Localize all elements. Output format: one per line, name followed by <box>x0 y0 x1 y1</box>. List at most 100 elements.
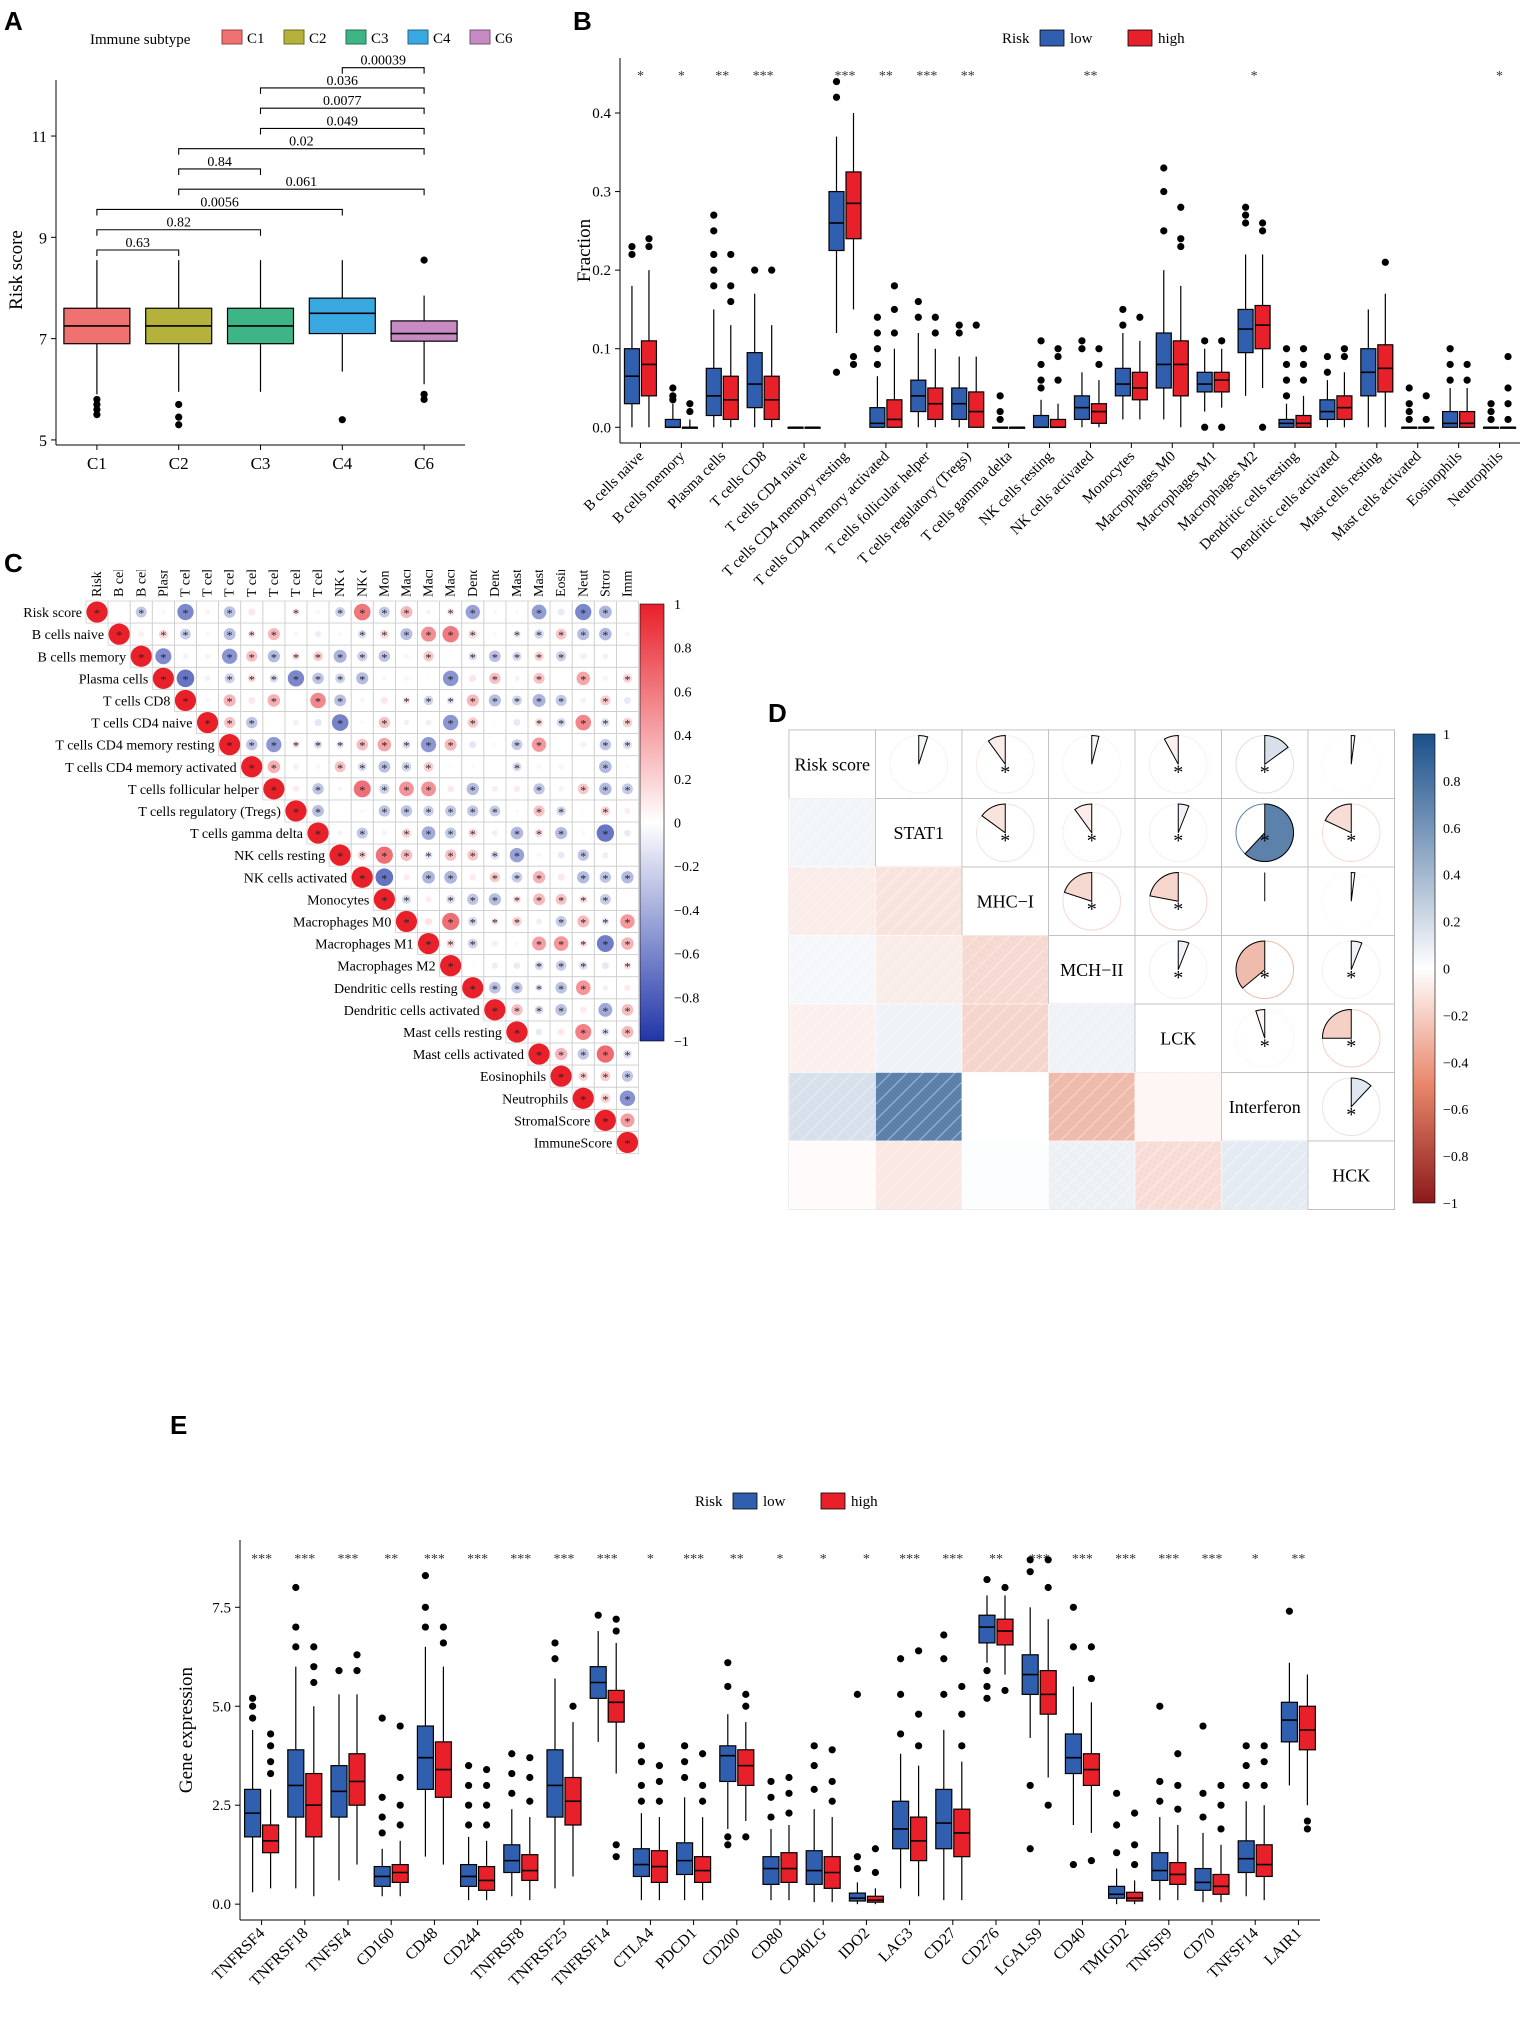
corr-circle <box>351 866 373 888</box>
box <box>503 1844 521 1874</box>
corr-cell: * <box>372 600 396 624</box>
hatch-line <box>1146 1072 1216 1142</box>
x-tick-label: IDO2 <box>835 1925 873 1963</box>
hatch-line <box>788 866 806 884</box>
significance-label: *** <box>1115 1552 1136 1567</box>
hatch-line <box>918 1029 963 1073</box>
outlier-point <box>1131 1860 1139 1869</box>
corr-circle <box>335 673 346 684</box>
corr-cell: * <box>505 998 529 1022</box>
corr-circle <box>182 653 189 659</box>
significance-mark: * <box>492 849 498 863</box>
corr-circle <box>176 669 195 688</box>
corr-cell <box>527 843 551 867</box>
corr-cell: * <box>571 600 595 624</box>
hatch-line <box>1221 1140 1254 1174</box>
pie-slice <box>918 734 929 765</box>
outlier-point <box>1131 1841 1139 1849</box>
corr-circle <box>263 778 285 800</box>
corr-circle <box>312 783 324 795</box>
box-TNFRSF14-high <box>607 1615 625 1861</box>
corr-cell <box>616 689 639 712</box>
corr-circle <box>444 849 457 861</box>
corr-cell: * <box>616 954 639 978</box>
hatch-line <box>973 1140 1043 1210</box>
row-label: Neutrophils <box>502 1092 568 1107</box>
box <box>460 1863 478 1887</box>
colorbar-tick: 1 <box>1443 728 1450 743</box>
corr-cell: * <box>549 644 573 668</box>
box-T cells follicular helper-high <box>927 313 944 428</box>
corr-cell: * <box>571 711 595 735</box>
outlier-point <box>396 1722 404 1730</box>
significance-mark: * <box>315 650 321 664</box>
box <box>675 1842 694 1876</box>
outlier-point <box>1242 1742 1250 1750</box>
hatch-line <box>1210 1129 1222 1142</box>
corr-cell <box>394 666 418 690</box>
outlier-point <box>940 1690 948 1698</box>
corr-circle <box>558 764 564 770</box>
comparison-bracket: 0.02 <box>178 135 425 155</box>
corr-circle <box>335 606 346 618</box>
outlier-point <box>637 1781 646 1790</box>
corr-cell: * <box>372 711 396 735</box>
panel-label-e: E <box>170 1410 188 1440</box>
box <box>722 375 739 421</box>
corr-circle <box>174 689 197 712</box>
corr-cell: * <box>571 865 595 889</box>
hatch-line <box>1037 1129 1049 1142</box>
corr-cell: * <box>549 821 573 845</box>
hatch-line <box>1134 1072 1200 1137</box>
corr-cell: * <box>372 843 396 867</box>
box <box>828 190 845 252</box>
corr-circle <box>378 716 390 729</box>
box-IDO2-low <box>848 1690 867 1905</box>
outlier-point <box>686 400 694 408</box>
corr-circle <box>424 851 433 860</box>
corr-cell: * <box>461 777 485 801</box>
x-tick-label: CD27 <box>921 1925 960 1964</box>
significance-mark: * <box>359 739 365 753</box>
corr-cell: * <box>593 600 617 624</box>
corr-cell: * <box>616 1020 639 1044</box>
significance-mark: * <box>514 628 520 642</box>
corr-cell: * <box>549 1042 573 1066</box>
outlier-point <box>767 1813 775 1821</box>
corr-cell: * <box>439 865 463 889</box>
corr-circle <box>531 737 547 752</box>
significance-mark: * <box>337 672 343 686</box>
box-LGALS9-high <box>1039 1556 1057 1809</box>
corr-circle <box>512 895 521 904</box>
outlier-point <box>873 329 882 337</box>
corr-circle <box>623 1049 632 1059</box>
outlier-point <box>914 313 922 321</box>
corr-circle <box>155 648 172 665</box>
outlier-point <box>1241 211 1250 219</box>
corr-cell: * <box>306 666 330 690</box>
hatch-line <box>800 866 870 936</box>
corr-circle <box>272 610 276 614</box>
corr-circle <box>534 828 544 838</box>
outlier-point <box>292 1583 300 1592</box>
significance-mark: * <box>536 1004 542 1018</box>
box-NK cells resting-low <box>1032 337 1050 429</box>
x-tick-label: CD40LG <box>776 1924 830 1978</box>
outlier-point <box>1242 1762 1250 1770</box>
outlier-point <box>637 1758 646 1766</box>
corr-cell <box>129 622 153 646</box>
colorbar-tick: 0.6 <box>674 685 692 700</box>
corr-circle <box>580 741 587 748</box>
outlier-point <box>1504 400 1512 408</box>
hatch-line <box>961 1003 979 1021</box>
corr-circle <box>557 608 565 616</box>
significance-mark: * <box>558 1004 564 1018</box>
significance-mark: * <box>1087 830 1097 852</box>
box-CD40LG-low <box>805 1742 823 1903</box>
significance-mark: * <box>426 694 432 708</box>
corr-circle <box>404 653 409 659</box>
outlier-point <box>1044 1583 1052 1592</box>
outlier-point <box>686 407 694 416</box>
significance-label: *** <box>424 1552 445 1567</box>
colorbar-tick: 0.2 <box>1443 916 1461 931</box>
